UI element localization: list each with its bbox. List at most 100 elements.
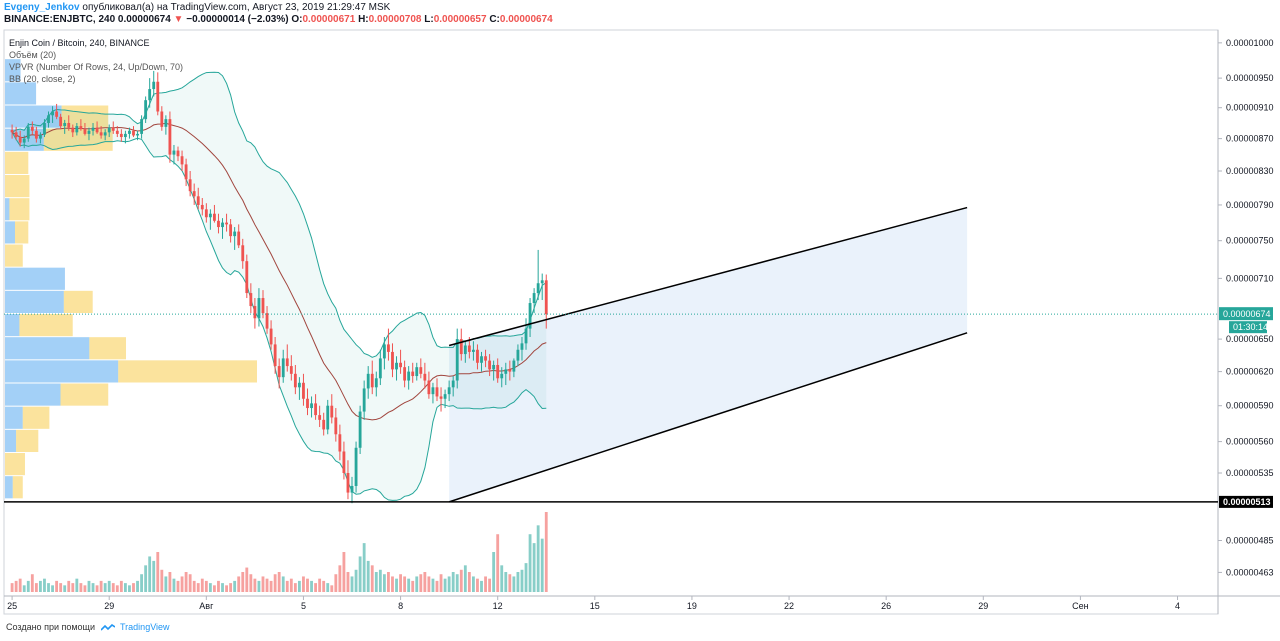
footer-brand[interactable]: TradingView [120, 622, 170, 632]
candle-body [265, 313, 269, 329]
volume-bar [95, 585, 99, 592]
volume-bar [415, 576, 419, 592]
volume-bar [47, 583, 50, 592]
volume-bar [91, 583, 95, 592]
volume-bar [107, 580, 111, 592]
x-tick-label: 19 [687, 601, 697, 611]
candle-body [241, 245, 245, 262]
support-label: 0.00000513 [1223, 497, 1271, 507]
legend-volume[interactable]: Объём (20) [9, 50, 57, 60]
candle-body [447, 387, 451, 395]
candle-body [350, 485, 354, 493]
volume-bar [423, 572, 427, 592]
legend-title[interactable]: Enjin Coin / Bitcoin, 240, BINANCE [9, 38, 150, 48]
candle-body [18, 137, 22, 143]
volume-bar [338, 565, 342, 592]
volume-bar [443, 578, 447, 592]
candle-body [14, 132, 18, 138]
y-tick-label: 0.00000750 [1226, 236, 1274, 246]
x-tick-label: 5 [301, 601, 306, 611]
volume-bar [500, 565, 504, 592]
volume-bar [346, 572, 350, 592]
x-tick-label: 29 [104, 601, 114, 611]
volume-bar [273, 574, 277, 592]
volume-bar [217, 580, 220, 592]
candle-body [221, 222, 224, 228]
candle-body [318, 415, 322, 420]
change-value: −0.00000014 (−2.03%) [186, 14, 289, 25]
header-line-1: Evgeny_Jenkov опубликовал(а) на TradingV… [4, 2, 390, 13]
volume-bar [532, 543, 536, 592]
candle-body [524, 328, 528, 344]
candle-body [362, 388, 366, 412]
volume-bar [261, 576, 265, 592]
volume-bar [403, 576, 407, 592]
volume-bar [285, 580, 289, 592]
candle-body [184, 164, 188, 180]
candle-body [476, 349, 479, 363]
volume-bar [225, 585, 228, 592]
volume-bar [370, 565, 374, 592]
candle-body [528, 303, 532, 329]
candle-body [229, 224, 233, 237]
candle-body [180, 156, 184, 165]
candle-body [123, 133, 127, 138]
volume-bar [480, 580, 483, 592]
volume-bar [463, 565, 467, 592]
volume-bar [10, 583, 14, 592]
volume-bar [152, 560, 156, 592]
volume-bar [79, 583, 83, 592]
volume-bar [257, 580, 261, 592]
volume-bar [136, 580, 139, 592]
volume-bar [237, 576, 241, 592]
author-link[interactable]: Evgeny_Jenkov [4, 2, 80, 13]
volume-bar [354, 569, 358, 592]
vpvr-up-bar [5, 360, 119, 383]
volume-bar [411, 580, 415, 592]
candle-body [306, 398, 309, 409]
y-tick-label: 0.00000910 [1226, 103, 1274, 113]
y-tick-label: 0.00000463 [1226, 567, 1274, 577]
volume-bar [391, 576, 394, 592]
x-tick-label: 15 [590, 601, 600, 611]
candle-body [132, 130, 135, 136]
candle-body [136, 133, 139, 136]
candle-body [532, 293, 536, 304]
y-tick-label: 0.00001000 [1226, 38, 1274, 48]
candle-body [148, 89, 152, 101]
volume-bar [233, 580, 237, 592]
candle-body [451, 380, 455, 388]
volume-bar [528, 534, 532, 592]
candle-body [87, 130, 91, 134]
price-chart[interactable]: 0.00001000 0.00000950 0.00000910 0.00000870… [0, 29, 1280, 617]
volume-bar [277, 572, 281, 592]
legend-bb[interactable]: BB (20, close, 2) [9, 74, 76, 84]
volume-bar [471, 576, 475, 592]
vpvr-up-bar [5, 429, 17, 452]
candle-body [10, 129, 14, 133]
candle-body [500, 373, 504, 379]
volume-bar [455, 574, 459, 592]
volume-bar [87, 580, 91, 592]
candle-body [516, 349, 520, 361]
vpvr-down-bar [5, 244, 23, 267]
volume-bar [172, 578, 176, 592]
vpvr-down-bar [16, 429, 39, 452]
legend-vpvr[interactable]: VPVR (Number Of Rows, 24, Up/Down, 70) [9, 62, 184, 72]
candle-body [156, 81, 160, 112]
volume-bar [123, 583, 127, 592]
candle-body [536, 283, 540, 294]
candle-body [192, 191, 196, 197]
candle-body [245, 261, 249, 294]
candle-body [217, 220, 220, 228]
candle-body [391, 351, 394, 370]
volume-bar [310, 580, 313, 592]
candle-body [459, 339, 463, 355]
volume-bar [119, 580, 123, 592]
volume-bar [148, 556, 152, 592]
volume-bar [176, 580, 180, 592]
header-line-2: BINANCE:ENJBTC, 240 0.00000674 ▼ −0.0000… [4, 14, 553, 25]
volume-bar [297, 580, 301, 592]
vpvr-up-bar [5, 476, 13, 499]
volume-bar [34, 583, 38, 592]
